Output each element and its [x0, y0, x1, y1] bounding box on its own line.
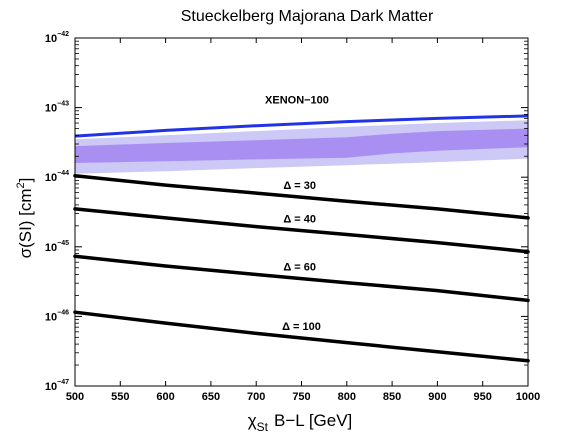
x-tick-label: 1000: [516, 391, 540, 403]
y-axis-label: σ(SI) [cm2]: [15, 178, 35, 259]
y-axis-label-sup: 2: [15, 182, 27, 188]
x-axis-label: χSt B−L [GeV]: [248, 411, 353, 434]
y-tick-label: 10−43: [45, 101, 69, 115]
chart-title: Stueckelberg Majorana Dark Matter: [181, 8, 434, 25]
x-tick-label: 600: [156, 391, 174, 403]
x-tick-label: 750: [292, 391, 310, 403]
x-tick-label: 850: [383, 391, 401, 403]
delta-curve-label-2: Δ = 40: [283, 213, 316, 225]
x-tick-label: 900: [428, 391, 446, 403]
delta-curve-3: [73, 254, 530, 303]
delta-curve-2: [73, 207, 530, 254]
x-tick-label: 650: [202, 391, 220, 403]
xenon-100-label: XENON−100: [265, 95, 329, 107]
x-axis-label-subscript: St: [257, 420, 269, 434]
y-tick-label: 10−42: [45, 31, 69, 45]
y-tick-label: 10−46: [45, 309, 69, 323]
delta-curve-label-3: Δ = 60: [283, 261, 316, 273]
y-tick-label: 10−45: [45, 240, 69, 254]
x-tick-label: 800: [338, 391, 356, 403]
x-axis-label-symbol: χ: [248, 411, 257, 430]
delta-curve-1: [73, 173, 530, 220]
delta-curve-4: [73, 310, 530, 363]
y-axis-label-close: ]: [16, 178, 35, 183]
xenon-band-inner: [75, 128, 528, 163]
x-tick-label: 500: [66, 391, 84, 403]
x-tick-label: 700: [247, 391, 265, 403]
y-axis-label-main: σ(SI) [cm: [16, 188, 35, 258]
x-tick-label: 550: [111, 391, 129, 403]
plot-area: XENON−100 Δ = 30 Δ = 40 Δ = 60 Δ = 100 500 550…: [45, 31, 540, 403]
xenon-100-line: [74, 114, 529, 138]
y-axis-label-text: σ(SI) [cm2]: [15, 178, 35, 259]
y-tick-label: 10−44: [45, 170, 69, 184]
delta-curve-label-1: Δ = 30: [283, 180, 316, 192]
x-tick-label: 950: [474, 391, 492, 403]
delta-curve-label-4: Δ = 100: [282, 321, 321, 333]
x-axis-label-rest: B−L [GeV]: [274, 411, 352, 430]
y-tick-label: 10−47: [45, 379, 69, 393]
